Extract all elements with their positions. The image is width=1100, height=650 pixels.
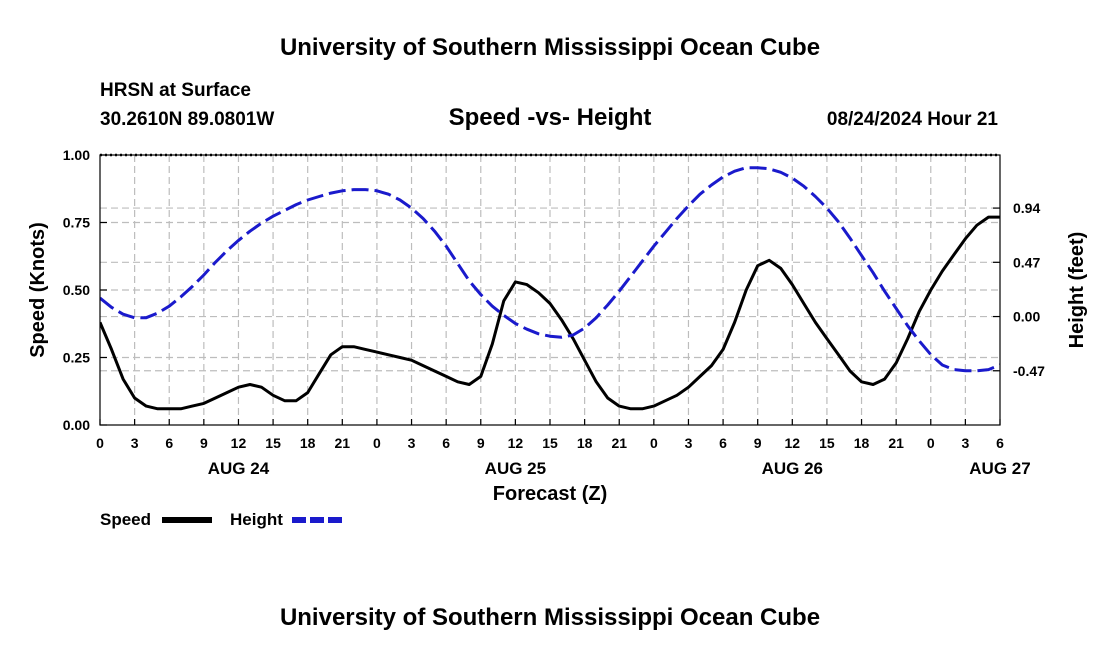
- x-axis-label: Forecast (Z): [493, 483, 607, 505]
- station-coords: 30.2610N 89.0801W: [100, 109, 274, 130]
- y2-tick-label: 0.00: [1013, 309, 1040, 325]
- y-tick-label: 0.75: [63, 215, 90, 231]
- y-tick-label: 0.50: [63, 282, 90, 298]
- x-tick-label: 21: [611, 435, 627, 451]
- x-tick-label: 3: [408, 435, 416, 451]
- speed-series-line: [100, 215, 1000, 411]
- forecast-date: 08/24/2024 Hour 21: [827, 109, 999, 130]
- x-tick-label: 12: [231, 435, 247, 451]
- height-series-line: [100, 166, 1000, 373]
- x-tick-label: 0: [373, 435, 381, 451]
- chart-title: Speed -vs- Height: [449, 104, 652, 131]
- y-tick-label: 0.25: [63, 350, 90, 366]
- x-tick-label: 0: [650, 435, 658, 451]
- x-tick-label: 21: [888, 435, 904, 451]
- series-layer: [100, 166, 1000, 411]
- x-tick-label: 6: [442, 435, 450, 451]
- x-tick-label: 3: [131, 435, 139, 451]
- x-tick-label: 21: [335, 435, 351, 451]
- x-tick-label: 9: [477, 435, 485, 451]
- x-tick-label: 15: [265, 435, 281, 451]
- footer-title: University of Southern Mississippi Ocean…: [280, 604, 820, 631]
- date-label: AUG 26: [762, 459, 823, 478]
- y2-tick-label: 0.47: [1013, 254, 1040, 270]
- x-tick-label: 18: [854, 435, 870, 451]
- x-tick-label: 9: [200, 435, 208, 451]
- x-tick-label: 9: [754, 435, 762, 451]
- date-label: AUG 24: [208, 459, 270, 478]
- date-label: AUG 27: [969, 459, 1030, 478]
- x-tick-label: 12: [785, 435, 801, 451]
- y-axis-label: Speed (Knots): [27, 222, 49, 358]
- grid: [100, 155, 1000, 425]
- x-tick-label: 12: [508, 435, 524, 451]
- legend: Speed Height: [100, 510, 342, 529]
- y-tick-label: 0.00: [63, 417, 90, 433]
- axes: 0 3 6 9 12 15 18 21 0 3 6 9 12 15 18 21 0 3 6 9 12 15 18 21 0 3 6 A…: [63, 147, 1045, 478]
- page-title: University of Southern Mississippi Ocean…: [280, 34, 820, 61]
- x-tick-label: 6: [719, 435, 727, 451]
- x-tick-label: 3: [685, 435, 693, 451]
- x-tick-label: 6: [165, 435, 173, 451]
- x-tick-label: 18: [300, 435, 316, 451]
- x-tick-label: 15: [542, 435, 558, 451]
- x-tick-label: 18: [577, 435, 593, 451]
- y2-tick-label: 0.94: [1013, 200, 1040, 216]
- legend-speed-label: Speed: [100, 510, 151, 529]
- x-tick-label: 3: [961, 435, 969, 451]
- y-tick-label: 1.00: [63, 147, 90, 163]
- date-label: AUG 25: [485, 459, 546, 478]
- legend-height-label: Height: [230, 510, 283, 529]
- x-tick-label: 6: [996, 435, 1004, 451]
- station-label: HRSN at Surface: [100, 80, 251, 101]
- y2-axis-label: Height (feet): [1066, 232, 1088, 349]
- x-tick-label: 0: [927, 435, 935, 451]
- x-tick-label: 15: [819, 435, 835, 451]
- y2-tick-label: -0.47: [1013, 363, 1045, 379]
- x-tick-label: 0: [96, 435, 104, 451]
